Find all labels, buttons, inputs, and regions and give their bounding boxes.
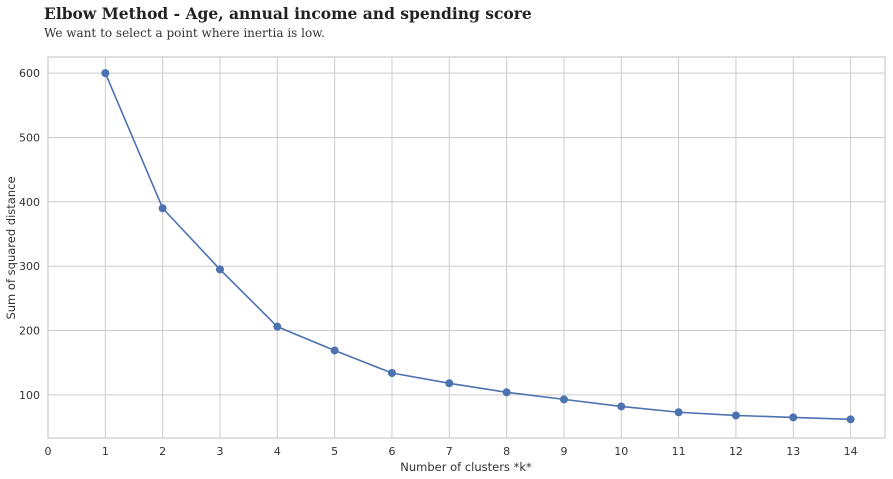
x-axis-label: Number of clusters *k* — [400, 460, 532, 474]
data-point — [559, 395, 568, 404]
x-tick-label: 14 — [844, 445, 858, 458]
data-point — [387, 368, 396, 377]
data-point — [445, 379, 454, 388]
x-tick-label: 3 — [216, 445, 223, 458]
y-tick-label: 300 — [19, 260, 40, 273]
data-point — [101, 69, 110, 78]
x-tick-label: 10 — [614, 445, 628, 458]
data-point — [789, 413, 798, 422]
y-tick-label: 200 — [19, 325, 40, 338]
axes-spine — [47, 56, 886, 439]
data-points — [101, 69, 855, 424]
x-tick-label: 12 — [729, 445, 743, 458]
data-point — [215, 265, 224, 274]
x-tick-label: 4 — [274, 445, 281, 458]
x-tick-label: 5 — [331, 445, 338, 458]
data-point — [158, 204, 167, 213]
x-tick-label: 6 — [388, 445, 395, 458]
x-tick-labels: 0 1 2 3 4 5 6 7 8 9 10 11 12 13 14 — [45, 445, 858, 458]
chart-subtitle: We want to select a point where inertia … — [44, 26, 325, 40]
y-tick-label: 600 — [19, 67, 40, 80]
y-tick-labels: 100 200 300 400 500 600 — [19, 67, 40, 402]
x-tick-label: 11 — [672, 445, 686, 458]
data-point — [674, 408, 683, 417]
x-tick-label: 1 — [102, 445, 109, 458]
y-tick-label: 500 — [19, 131, 40, 144]
x-tick-label: 0 — [45, 445, 52, 458]
data-point — [617, 402, 626, 411]
y-tick-label: 100 — [19, 389, 40, 402]
y-axis-label: Sum of squared distance — [4, 176, 18, 319]
data-point — [330, 346, 339, 355]
x-tick-label: 2 — [159, 445, 166, 458]
x-tick-label: 7 — [446, 445, 453, 458]
chart-title: Elbow Method - Age, annual income and sp… — [44, 4, 532, 23]
data-point — [502, 388, 511, 397]
series-line — [104, 72, 851, 421]
y-tick-label: 400 — [19, 196, 40, 209]
data-point — [846, 415, 855, 424]
plot-area-background — [48, 57, 885, 438]
data-point — [731, 411, 740, 420]
data-point — [273, 322, 282, 331]
x-tick-label: 9 — [560, 445, 567, 458]
axes-frame — [47, 56, 886, 439]
x-tick-label: 8 — [503, 445, 510, 458]
x-tick-label: 13 — [786, 445, 800, 458]
